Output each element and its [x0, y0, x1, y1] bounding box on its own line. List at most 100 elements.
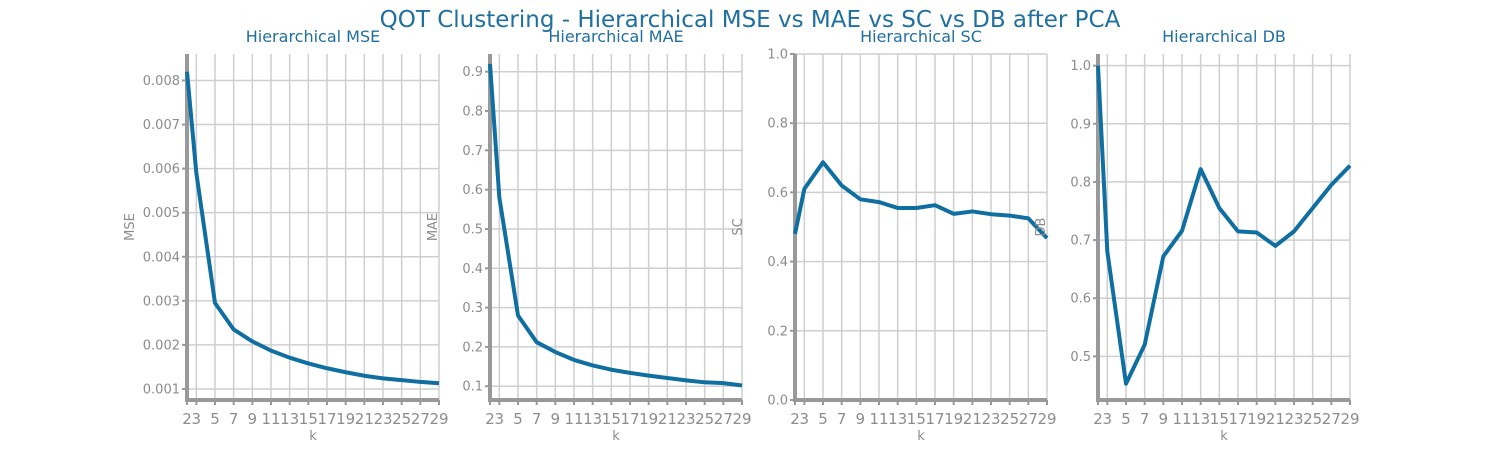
y-tick-label: 0.1 — [462, 380, 483, 395]
figure-suptitle: QOT Clustering - Hierarchical MSE vs MAE… — [380, 7, 1121, 33]
y-tick-label: 1.0 — [767, 48, 788, 63]
x-tick-label: 15 — [1210, 410, 1229, 428]
y-tick-label: 0.007 — [143, 118, 180, 133]
x-tick-label: 23 — [1284, 410, 1303, 428]
x-tick-label: 19 — [336, 410, 355, 428]
x-tick-label: 5 — [818, 410, 828, 428]
x-tick-label: 3 — [1103, 410, 1113, 428]
y-tick-label: 0.6 — [462, 183, 483, 198]
y-tick-label: 0.9 — [462, 65, 483, 80]
x-axis-label: k — [612, 429, 620, 444]
y-tick-label: 0.2 — [462, 340, 483, 355]
x-tick-label: 9 — [856, 410, 866, 428]
x-tick-label: 13 — [583, 410, 602, 428]
x-tick-label: 19 — [639, 410, 658, 428]
x-tick-label: 13 — [888, 410, 907, 428]
x-tick-label: 27 — [1019, 410, 1038, 428]
y-tick-label: 0.008 — [143, 74, 180, 89]
y-axis-label: MSE — [123, 213, 138, 241]
x-tick-label: 23 — [676, 410, 695, 428]
y-tick-label: 1.0 — [1070, 59, 1091, 74]
panel-db: 0.50.60.70.80.91.02 3 5 7 9 11 13 15 17 19 21 23 25 2… — [1034, 27, 1360, 444]
y-tick-label: 0.8 — [767, 117, 788, 132]
panel-sc: 0.00.20.40.60.81.02 3 5 7 9 11 13 15 17 19 21 23 25 2… — [731, 27, 1057, 444]
x-tick-label: 15 — [907, 410, 926, 428]
series-line — [488, 63, 743, 388]
x-tick-label: 5 — [1121, 410, 1131, 428]
panel-title: Hierarchical SC — [860, 27, 982, 46]
x-tick-label: 15 — [299, 410, 318, 428]
y-tick-label: 0.2 — [767, 324, 788, 339]
panel-title: Hierarchical DB — [1162, 27, 1286, 46]
x-tick-label: 7 — [837, 410, 847, 428]
x-tick-label: 2 — [485, 410, 495, 428]
x-tick-label: 7 — [1140, 410, 1150, 428]
panel-title: Hierarchical MAE — [548, 27, 683, 46]
series-line — [793, 160, 1049, 240]
x-tick-label: 29 — [1037, 410, 1056, 428]
x-tick-label: 19 — [1247, 410, 1266, 428]
x-tick-label: 27 — [1322, 410, 1341, 428]
x-tick-label: 25 — [1000, 410, 1019, 428]
y-tick-label: 0.006 — [143, 162, 180, 177]
x-tick-label: 27 — [411, 410, 430, 428]
x-tick-label: 11 — [869, 410, 888, 428]
y-tick-label: 0.0 — [767, 394, 788, 409]
y-tick-label: 0.8 — [1070, 175, 1091, 190]
y-tick-label: 0.6 — [1070, 292, 1091, 307]
x-tick-label: 11 — [1172, 410, 1191, 428]
x-tick-label: 15 — [602, 410, 621, 428]
x-tick-label: 17 — [620, 410, 639, 428]
x-tick-label: 2 — [1093, 410, 1103, 428]
y-tick-label: 0.8 — [462, 105, 483, 120]
x-axis-label: k — [1220, 429, 1228, 444]
x-tick-label: 2 — [790, 410, 800, 428]
y-tick-label: 0.4 — [462, 262, 483, 277]
x-tick-label: 17 — [1228, 410, 1247, 428]
x-tick-label: 25 — [392, 410, 411, 428]
series-line — [1096, 65, 1352, 386]
y-tick-label: 0.5 — [1070, 350, 1091, 365]
panel-title: Hierarchical MSE — [246, 27, 381, 46]
x-tick-label: 5 — [210, 410, 220, 428]
x-tick-label: 21 — [658, 410, 677, 428]
x-tick-label: 3 — [800, 410, 810, 428]
x-tick-label: 29 — [1340, 410, 1359, 428]
x-tick-label: 29 — [732, 410, 751, 428]
y-axis-label: DB — [1034, 218, 1049, 237]
x-tick-label: 9 — [248, 410, 258, 428]
x-tick-label: 23 — [981, 410, 1000, 428]
x-axis-label: k — [917, 429, 925, 444]
x-tick-label: 3 — [495, 410, 505, 428]
y-tick-label: 0.005 — [143, 206, 180, 221]
x-tick-label: 9 — [1159, 410, 1169, 428]
x-tick-label: 21 — [355, 410, 374, 428]
y-tick-label: 0.7 — [462, 144, 483, 159]
series-line — [185, 71, 440, 386]
y-tick-label: 0.6 — [767, 186, 788, 201]
y-tick-label: 0.004 — [143, 250, 180, 265]
y-tick-label: 0.001 — [143, 382, 180, 397]
x-tick-label: 7 — [229, 410, 239, 428]
y-axis-label: MAE — [426, 213, 441, 241]
x-tick-label: 21 — [963, 410, 982, 428]
x-tick-label: 9 — [551, 410, 561, 428]
x-tick-label: 11 — [261, 410, 280, 428]
y-tick-label: 0.4 — [767, 255, 788, 270]
x-tick-label: 13 — [280, 410, 299, 428]
x-tick-label: 25 — [1303, 410, 1322, 428]
x-tick-label: 27 — [714, 410, 733, 428]
panel-mse: 0.001 0.002 0.003 0.004 0.005 0.006 0.007 0.008… — [123, 27, 449, 444]
x-tick-label: 17 — [317, 410, 336, 428]
y-tick-label: 0.3 — [462, 301, 483, 316]
x-tick-label: 29 — [429, 410, 448, 428]
x-tick-label: 21 — [1266, 410, 1285, 428]
x-axis-label: k — [309, 429, 317, 444]
y-tick-label: 0.7 — [1070, 234, 1091, 249]
x-tick-label: 3 — [192, 410, 202, 428]
x-tick-label: 5 — [513, 410, 523, 428]
x-tick-label: 23 — [373, 410, 392, 428]
y-axis-label: SC — [731, 218, 746, 235]
x-tick-label: 19 — [944, 410, 963, 428]
